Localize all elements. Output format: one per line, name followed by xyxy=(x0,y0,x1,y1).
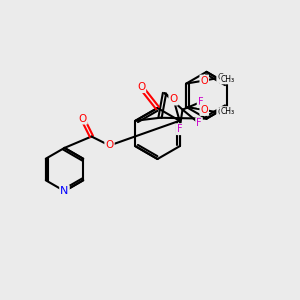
Text: CH₃: CH₃ xyxy=(220,107,235,116)
Text: O: O xyxy=(105,140,114,151)
Text: O: O xyxy=(217,73,224,82)
Text: O: O xyxy=(137,82,145,92)
Text: N: N xyxy=(60,186,69,196)
Text: F: F xyxy=(177,124,182,134)
Text: O: O xyxy=(200,105,208,115)
Text: O: O xyxy=(217,109,224,118)
Text: F: F xyxy=(196,118,202,128)
Text: F: F xyxy=(198,97,203,107)
Text: O: O xyxy=(169,94,178,104)
Text: CH₃: CH₃ xyxy=(220,75,235,84)
Text: O: O xyxy=(78,113,87,124)
Text: O: O xyxy=(200,76,208,85)
